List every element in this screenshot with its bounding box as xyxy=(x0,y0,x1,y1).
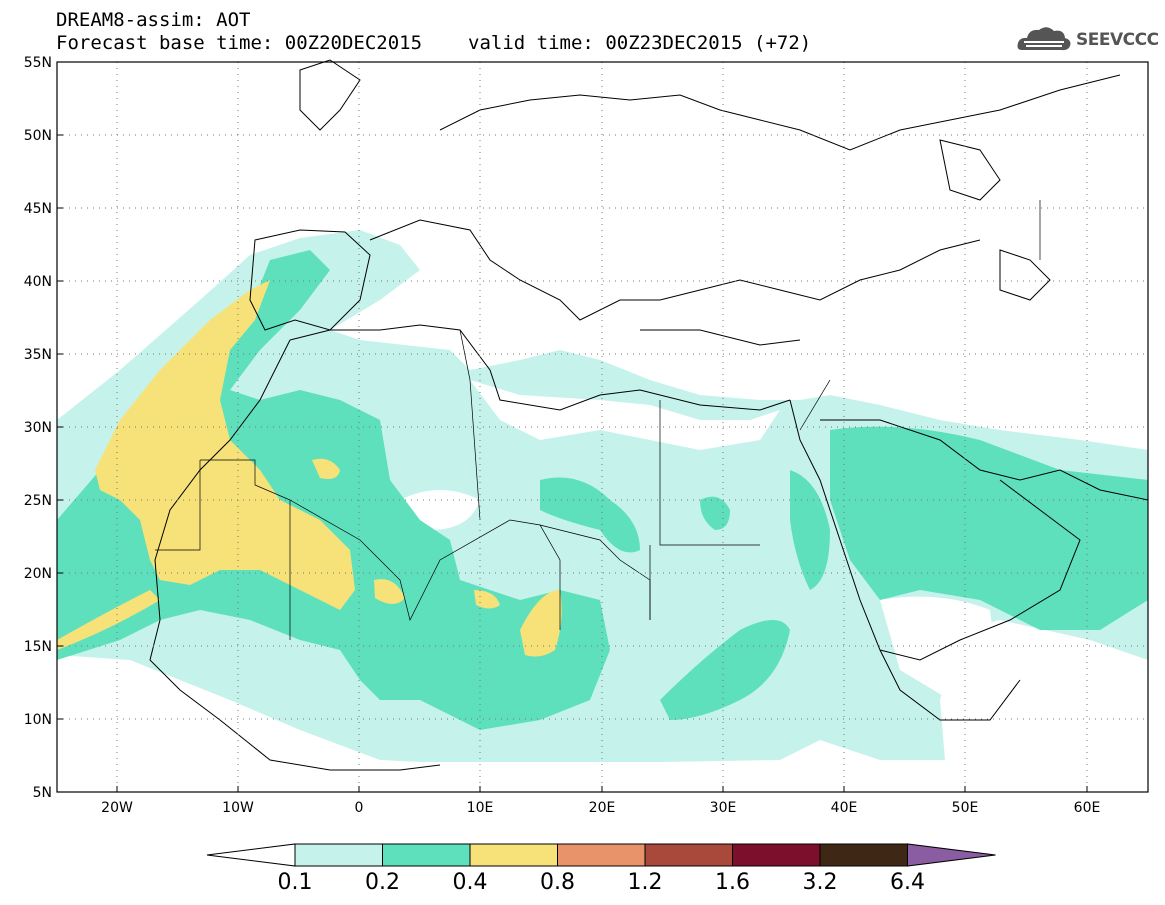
lon-label: 50E xyxy=(952,800,979,816)
lat-label: 10N xyxy=(24,712,52,728)
colorbar-tick-label: 0.4 xyxy=(452,870,488,895)
lat-label: 55N xyxy=(24,55,52,71)
colorbar-tick-label: 1.2 xyxy=(627,870,663,895)
colorbar-tick-label: 1.6 xyxy=(715,870,750,895)
lat-label: 50N xyxy=(24,128,52,144)
lat-label: 40N xyxy=(24,274,52,290)
borders xyxy=(155,200,1041,640)
lon-label: 60E xyxy=(1074,800,1101,816)
lat-label: 45N xyxy=(24,201,52,217)
lat-label: 5N xyxy=(33,785,52,801)
colorbar-segment xyxy=(644,843,733,867)
colorbar-under-arrow xyxy=(206,843,296,867)
colorbar-tick-label: 0.1 xyxy=(277,870,313,895)
logo-text: SEEVCCC xyxy=(1076,30,1159,50)
longitude-labels: 20W 10W 0 10E 20E 30E 40E 50E 60E xyxy=(101,800,1100,816)
lon-label: 20E xyxy=(589,800,616,816)
lon-label: 40E xyxy=(831,800,858,816)
lon-label: 10E xyxy=(467,800,494,816)
lon-label: 20W xyxy=(101,800,133,816)
valid-time-label: valid time: 00Z23DEC2015 (+72) xyxy=(468,32,812,54)
seevccc-logo: SEEVCCC xyxy=(1016,22,1159,58)
colorbar-tick-label: 3.2 xyxy=(802,870,838,895)
latitude-labels: 55N 50N 45N 40N 35N 30N 25N 20N 15N 10N … xyxy=(24,55,52,801)
axis-ticks xyxy=(57,61,1088,793)
colorbar-tick-label: 0.8 xyxy=(540,870,575,895)
colorbar-segment xyxy=(382,843,471,867)
cloud-icon xyxy=(1017,27,1071,51)
forecast-times: Forecast base time: 00Z20DEC2015 valid ti… xyxy=(56,33,811,53)
colorbar-segment xyxy=(819,843,908,867)
lat-label: 30N xyxy=(24,420,52,436)
colorbar-segment xyxy=(557,843,646,867)
coastlines xyxy=(149,59,1149,771)
lat-label: 15N xyxy=(24,639,52,655)
colorbar-tick-label: 0.2 xyxy=(365,870,400,895)
colorbar-segment xyxy=(294,843,383,867)
map-title: DREAM8-assim: AOT xyxy=(56,9,251,31)
colorbar-segment xyxy=(469,843,558,867)
lat-label: 25N xyxy=(24,493,52,509)
colorbar-over-arrow xyxy=(907,843,996,867)
base-time-label: Forecast base time: 00Z20DEC2015 xyxy=(56,32,423,54)
lon-label: 10W xyxy=(222,800,254,816)
lat-label: 35N xyxy=(24,347,52,363)
lon-label: 30E xyxy=(710,800,737,816)
aot-field xyxy=(57,230,1148,762)
colorbar xyxy=(206,843,996,867)
lat-label: 20N xyxy=(24,566,52,582)
lon-label: 0 xyxy=(355,800,364,816)
colorbar-tick-label: 6.4 xyxy=(890,870,925,895)
colorbar-segment xyxy=(732,843,821,867)
